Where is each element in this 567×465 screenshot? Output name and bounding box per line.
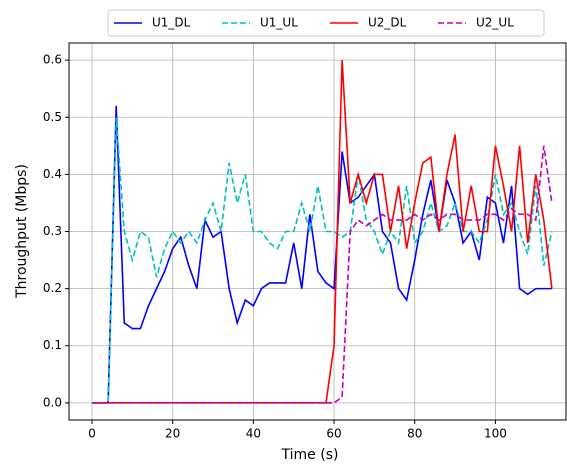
- y-tick-label: 0.5: [43, 110, 62, 124]
- y-tick-label: 0.4: [43, 167, 62, 181]
- x-tick-label: 80: [407, 427, 422, 441]
- y-tick-label: 0.2: [43, 281, 62, 295]
- y-tick-label: 0.1: [43, 338, 62, 352]
- x-tick-label: 0: [88, 427, 96, 441]
- legend-label: U2_UL: [476, 16, 514, 30]
- series-line: [91, 117, 553, 404]
- x-tick-label: 40: [246, 427, 261, 441]
- y-tick-label: 0.3: [43, 224, 62, 238]
- legend-label: U1_UL: [260, 16, 298, 30]
- legend-box: [107, 9, 545, 37]
- x-axis-label: Time (s): [281, 447, 339, 463]
- y-tick-label: 0.6: [43, 53, 62, 67]
- series-line: [91, 105, 552, 404]
- x-tick-label: 20: [165, 427, 180, 441]
- x-tick-label: 100: [484, 427, 507, 441]
- x-tick-label: 60: [326, 427, 341, 441]
- axes-frame: [68, 42, 567, 421]
- series-line: [91, 145, 553, 404]
- legend-label: U2_DL: [368, 16, 407, 30]
- legend-label: U1_DL: [152, 16, 191, 30]
- y-axis-label: Throughput (Mbps): [14, 164, 30, 299]
- y-tick-label: 0.0: [43, 395, 62, 409]
